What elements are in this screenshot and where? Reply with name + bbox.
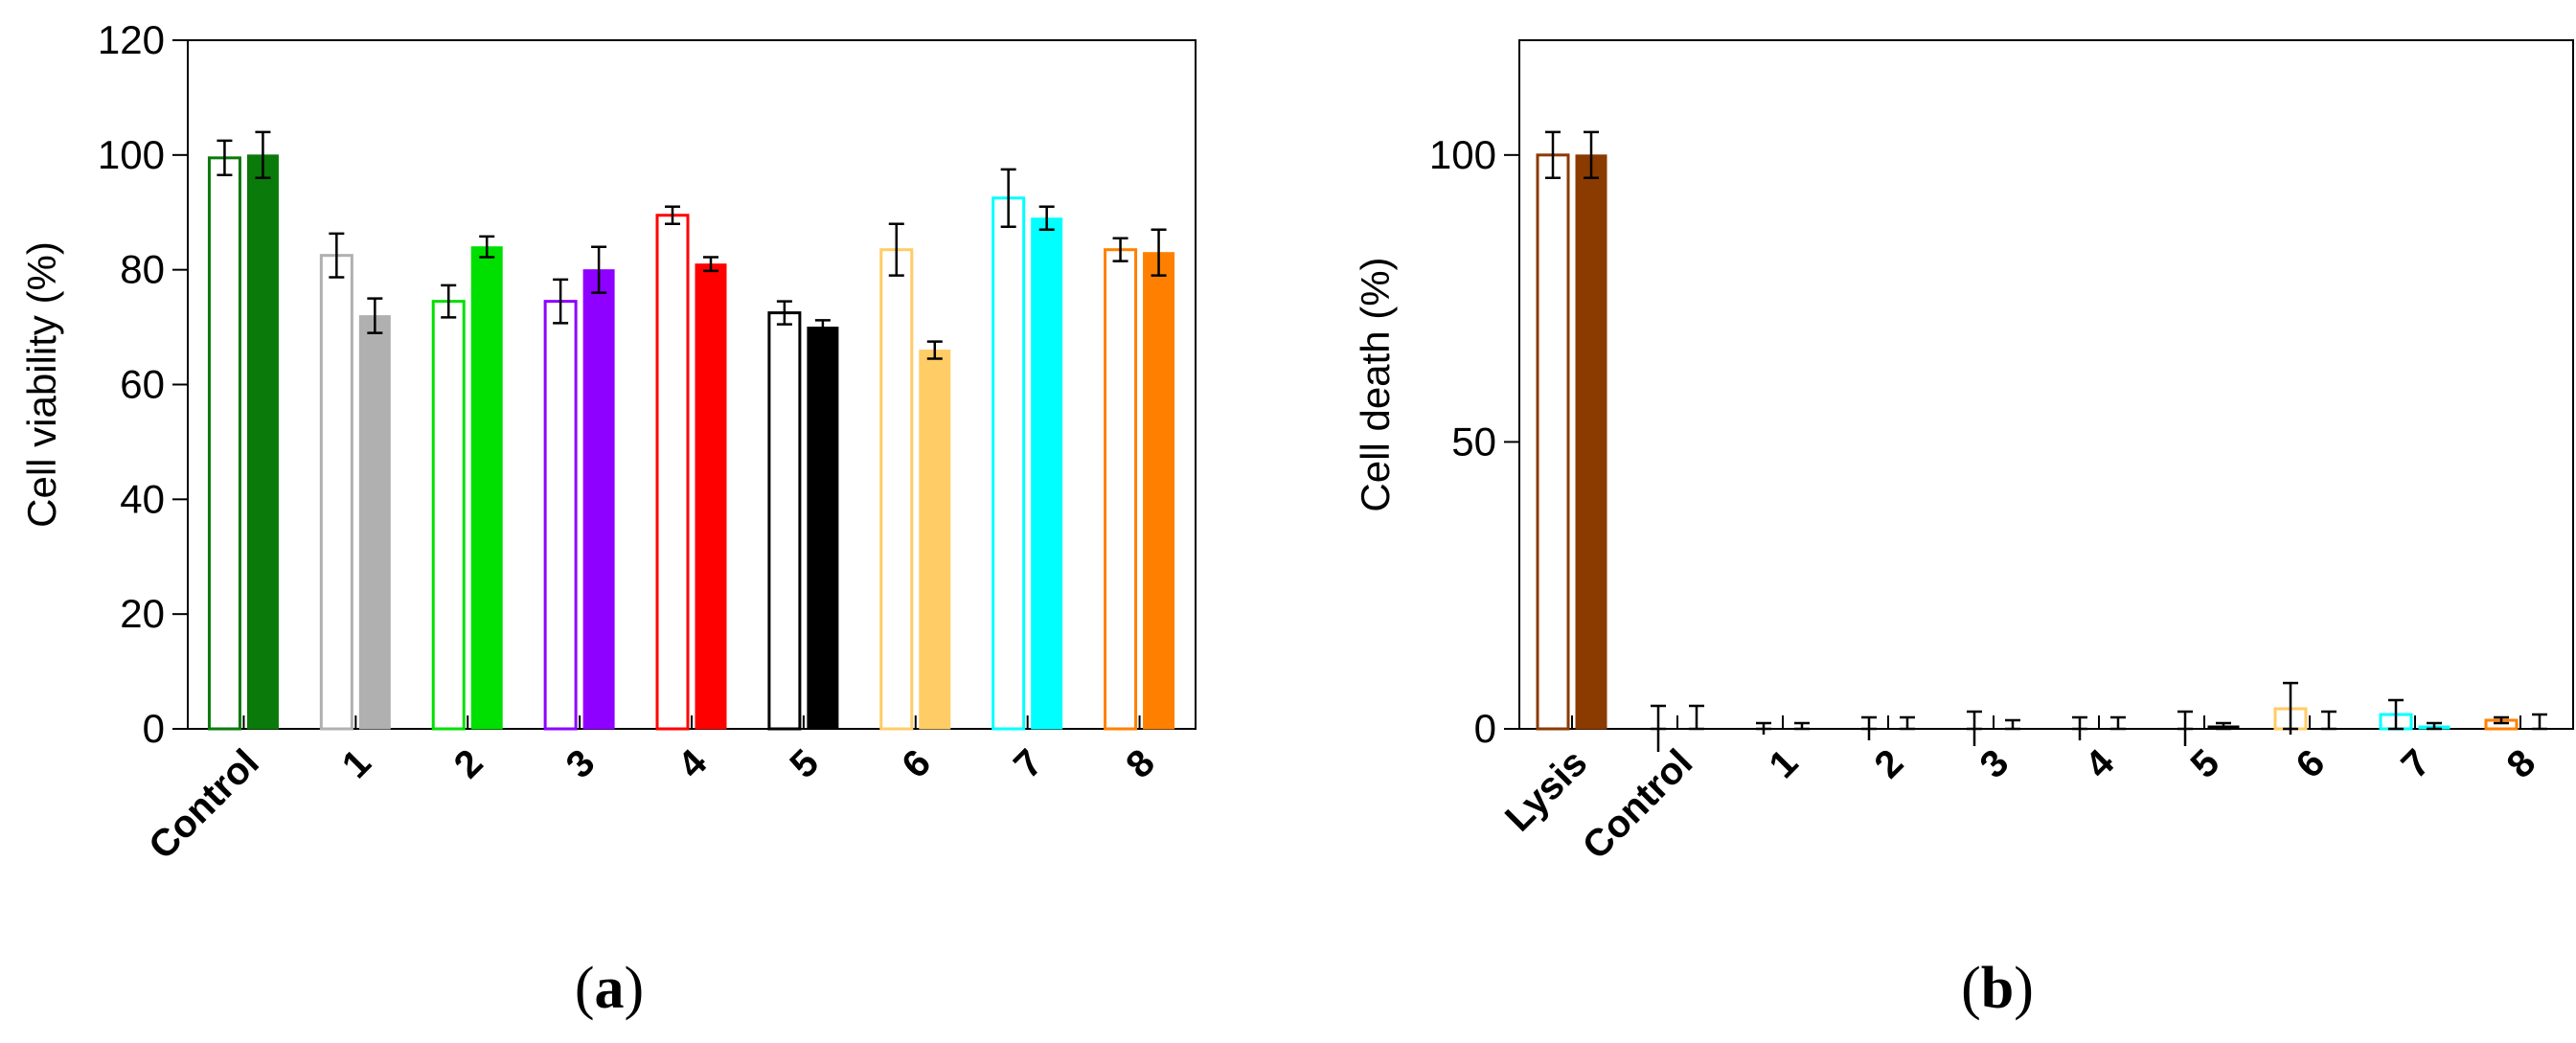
bar-filled-7 [1031,217,1063,730]
bar-filled-3 [582,269,615,730]
error-bar-filled-6 [926,340,943,360]
error-bar-outline-3 [1967,710,1982,746]
bar-filled-4 [695,263,727,730]
x-category-label: 6 [894,741,939,786]
y-tick-label: 120 [98,17,165,62]
y-tick-label: 0 [143,706,165,751]
x-category-label: Lysis [1497,741,1595,839]
y-tick-label: 40 [120,476,165,521]
x-category-label: 7 [2394,741,2439,786]
error-bar-outline-8 [2494,715,2509,725]
error-bar-outline-1 [1756,721,1771,735]
x-category-label: 7 [1006,741,1051,786]
error-bar-outline-5 [776,300,792,326]
x-category-label: 3 [1972,741,2017,786]
bar-outline-6 [879,248,914,731]
bar-filled-lysis [1575,154,1607,730]
panel-label: (a) [575,956,644,1021]
x-category-label: 8 [2499,741,2544,786]
error-bar-filled-8 [1151,228,1167,277]
error-bar-filled-3 [591,245,607,294]
error-bar-outline-8 [1112,237,1128,262]
error-bar-outline-7 [2388,698,2404,731]
y-tick-label: 20 [120,591,165,636]
y-tick-label: 60 [120,362,165,407]
error-bar-filled-control [255,130,271,180]
error-bar-filled-1 [1794,721,1810,731]
y-axis-title: Cell death (%) [1353,257,1398,511]
x-category-label: 8 [1118,741,1163,786]
x-category-label: 2 [1867,741,1912,786]
x-category-label: 5 [782,741,827,786]
error-bar-outline-control [1651,704,1666,752]
error-bar-outline-6 [888,222,904,277]
error-bar-outline-lysis [1545,130,1561,180]
error-bar-outline-2 [441,283,457,319]
error-bar-outline-2 [1861,715,1877,740]
bar-filled-2 [470,246,503,730]
error-bar-filled-7 [1038,205,1055,231]
error-bar-filled-5 [2216,721,2231,731]
bar-outline-5 [767,311,802,731]
bar-outline-4 [655,214,690,731]
y-tick-label: 80 [120,247,165,292]
error-bar-filled-3 [2005,718,2020,731]
y-tick-label: 50 [1451,419,1496,464]
error-bar-outline-control [217,139,233,177]
error-bar-outline-6 [2283,681,2298,735]
error-bar-outline-1 [329,232,345,279]
x-category-label: Control [141,741,267,868]
bar-outline-8 [1104,248,1138,731]
error-bar-outline-3 [553,278,569,325]
x-category-label: 3 [559,741,604,786]
bar-outline-1 [319,254,353,731]
y-tick-label: 100 [98,132,165,177]
error-bar-filled-8 [2532,713,2547,731]
error-bar-filled-1 [367,297,383,334]
error-bar-filled-5 [814,319,831,336]
y-tick-label: 100 [1429,132,1496,177]
bar-outline-3 [543,300,578,731]
bar-outline-lysis [1536,153,1570,731]
error-bar-filled-7 [2427,721,2442,731]
bar-filled-5 [807,327,839,730]
y-axis-title: Cell viability (%) [19,241,64,528]
error-bar-filled-4 [703,256,718,273]
x-category-label: 1 [334,741,379,786]
error-bar-outline-7 [1000,168,1016,228]
error-bar-filled-2 [479,235,495,259]
error-bar-filled-4 [2110,715,2126,731]
bar-filled-control [246,154,279,730]
error-bar-outline-4 [2072,715,2087,740]
x-category-label: Control [1575,741,1701,868]
bar-filled-1 [358,315,391,730]
bar-filled-8 [1143,252,1175,730]
error-bar-filled-2 [1900,715,1915,731]
chart-panel-a: 0 20 40 60 80 100 120 Cell viability (%) Control… [19,17,1197,1021]
x-category-label: 4 [671,741,716,786]
x-category-label: 5 [2183,741,2228,786]
x-category-label: 4 [2078,741,2123,786]
x-category-label: 6 [2289,741,2334,786]
error-bar-outline-4 [665,205,680,225]
error-bar-filled-control [1689,704,1704,731]
bar-outline-2 [431,300,466,731]
error-bar-filled-lysis [1584,130,1599,180]
x-category-label: 1 [1762,741,1807,786]
panel-label: (b) [1961,956,2034,1021]
x-category-label: 2 [446,741,491,786]
bar-outline-control [207,156,241,731]
error-bar-filled-6 [2321,710,2337,731]
error-bar-outline-5 [2177,710,2193,746]
bar-filled-6 [919,350,951,730]
plot-frame [1518,39,2574,730]
y-tick-label: 0 [1474,706,1496,751]
bar-outline-7 [992,196,1026,731]
